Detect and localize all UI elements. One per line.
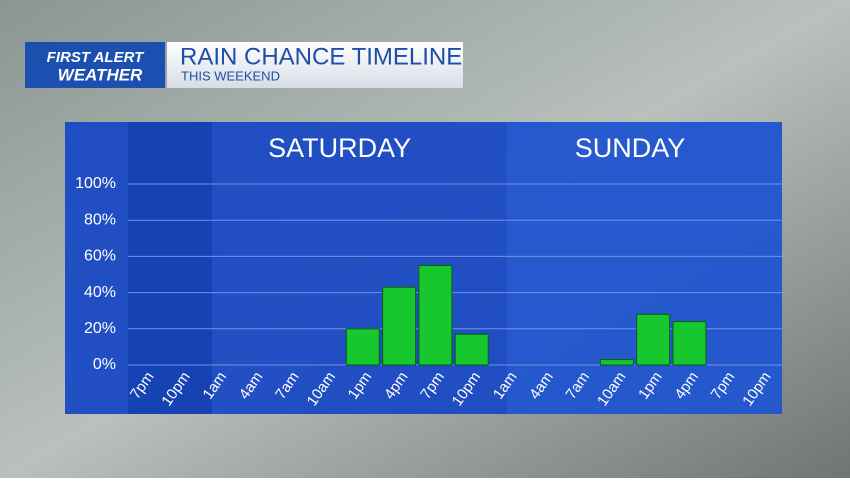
bar [382,286,417,366]
bar [454,333,489,366]
logo-text: WEATHER [58,65,143,84]
chart-subtitle: THIS WEEKEND [181,68,280,83]
day-label: SATURDAY [268,133,411,163]
y-tick-label: 100% [75,175,116,192]
y-tick-label: 40% [84,284,116,301]
bar [418,264,453,366]
y-tick-label: 80% [84,211,116,228]
bar [672,321,707,366]
y-tick-label: 60% [84,248,116,265]
bar [599,359,634,366]
band [507,122,782,414]
logo [25,42,165,88]
header [167,42,463,88]
chart-title: RAIN CHANCE TIMELINE [180,43,462,70]
y-tick-label: 20% [84,320,116,337]
bar [636,313,671,366]
y-tick-label: 0% [93,356,116,373]
day-label: SUNDAY [575,133,686,163]
logo-text: FIRST ALERT [47,49,146,66]
bar [345,328,380,366]
band [128,122,212,414]
